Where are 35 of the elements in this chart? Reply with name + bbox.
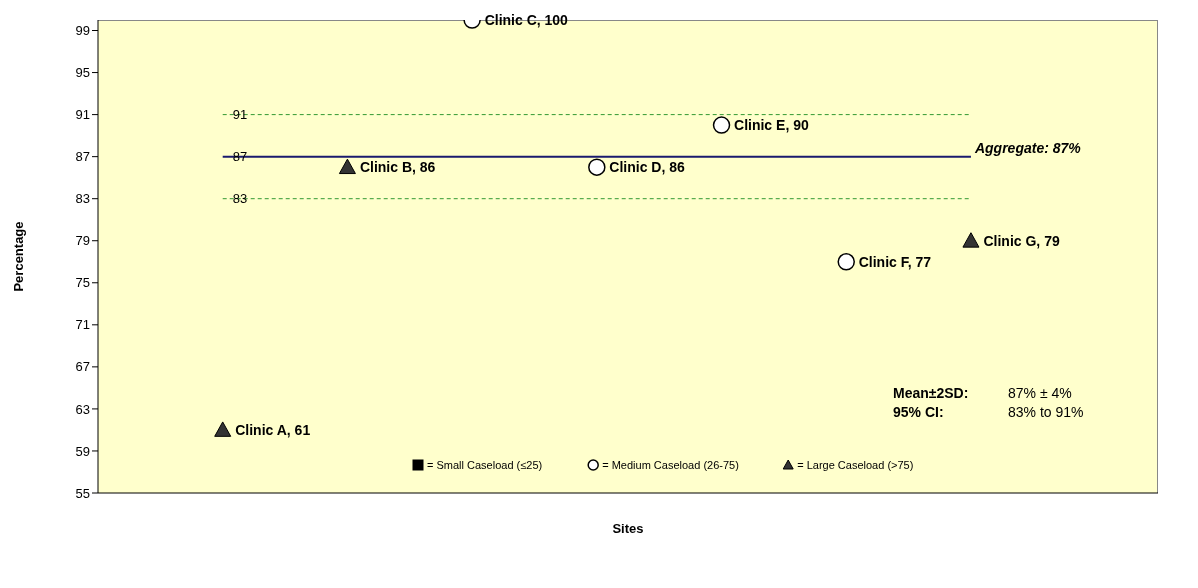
y-tick-label: 83 bbox=[75, 191, 90, 207]
point bbox=[837, 253, 855, 271]
ref-line-label: 83 bbox=[232, 191, 248, 207]
legend-label: = Medium Caseload (26-75) bbox=[602, 459, 739, 471]
data-label: Clinic E, 90 bbox=[734, 117, 809, 134]
y-tick-label: 91 bbox=[75, 107, 90, 123]
y-tick-label: 67 bbox=[75, 359, 90, 375]
data-label: Clinic B, 86 bbox=[359, 159, 436, 176]
data-label: Clinic G, 79 bbox=[983, 232, 1060, 249]
y-axis-title: Percentage bbox=[10, 221, 26, 292]
y-tick-label: 87 bbox=[75, 149, 90, 165]
text: 95% CI: 83% to 91% bbox=[893, 404, 1084, 420]
ref-line-label: 91 bbox=[232, 107, 248, 123]
x-axis-title: Sites bbox=[612, 521, 644, 536]
data-label: Clinic A, 61 bbox=[235, 421, 311, 438]
text: Mean±2SD: 87% ± 4% bbox=[893, 385, 1072, 401]
legend-label: = Large Caseload (>75) bbox=[797, 459, 914, 471]
point bbox=[962, 232, 980, 248]
point bbox=[214, 421, 232, 437]
y-tick-label: 79 bbox=[75, 233, 90, 249]
point bbox=[338, 158, 356, 175]
y-tick-label: 95 bbox=[75, 65, 90, 81]
point bbox=[588, 158, 606, 176]
y-tick-label: 55 bbox=[75, 485, 90, 501]
y-tick-label: 63 bbox=[75, 401, 90, 417]
legend-label: = Small Caseload (≤25) bbox=[427, 459, 543, 471]
y-tick-label: 99 bbox=[75, 23, 90, 39]
data-label: Clinic C, 100 bbox=[484, 11, 569, 28]
data-label: Clinic F, 77 bbox=[858, 253, 932, 270]
annotation: Aggregate: 87% bbox=[973, 139, 1082, 156]
point bbox=[712, 116, 731, 134]
y-tick-label: 71 bbox=[75, 317, 90, 333]
y-tick-label: 59 bbox=[75, 443, 90, 459]
data-label: Clinic D, 86 bbox=[609, 159, 686, 176]
y-tick-label: 75 bbox=[75, 275, 90, 291]
